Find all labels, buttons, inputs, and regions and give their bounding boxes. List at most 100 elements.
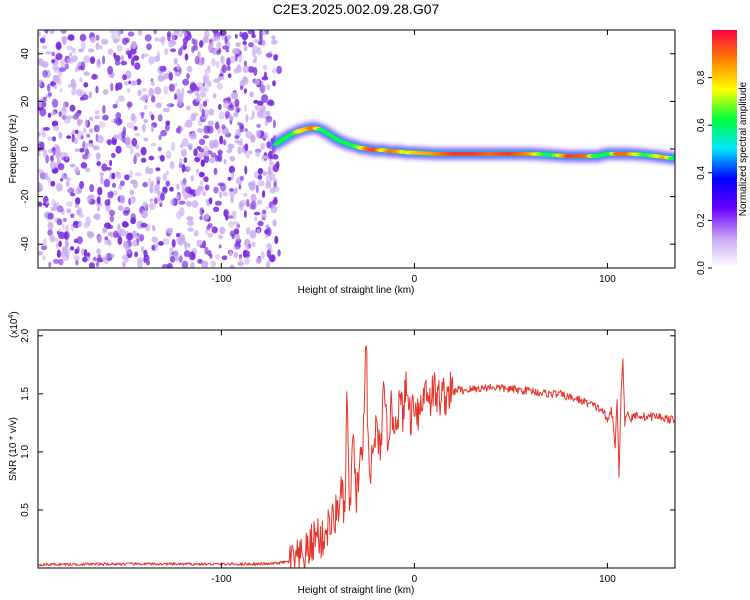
noise-blob (69, 163, 76, 168)
noise-blob (213, 186, 219, 194)
noise-blob (113, 117, 118, 124)
noise-blob (226, 65, 231, 71)
noise-blob (213, 78, 221, 83)
noise-blob (189, 132, 197, 140)
noise-blob (246, 198, 250, 208)
noise-blob (108, 209, 116, 217)
noise-blob (38, 58, 42, 66)
noise-blob (120, 60, 128, 66)
noise-blob (273, 186, 280, 193)
noise-blob (83, 249, 88, 258)
noise-blob (41, 45, 48, 50)
noise-blob (58, 131, 63, 140)
noise-blob (119, 195, 126, 204)
noise-blob (230, 156, 236, 162)
noise-blob (255, 257, 262, 264)
noise-blob (233, 246, 241, 251)
noise-blob (96, 197, 100, 203)
noise-blob (256, 47, 262, 56)
noise-blob (120, 54, 124, 62)
colorbar-tick-label: 0.0 (696, 261, 707, 275)
noise-blob (93, 124, 100, 133)
noise-blob (131, 137, 138, 147)
y-tick-label: -20 (20, 189, 31, 204)
noise-blob (43, 96, 47, 102)
noise-blob (113, 134, 119, 140)
noise-blob (99, 172, 105, 177)
noise-blob (157, 74, 164, 82)
noise-blob (250, 134, 256, 143)
noise-blob (166, 227, 174, 234)
noise-blob (95, 34, 100, 41)
noise-blob (69, 104, 76, 112)
noise-blob (88, 91, 93, 99)
noise-blob (155, 176, 161, 181)
noise-blob (264, 110, 271, 116)
noise-blob (51, 51, 55, 57)
noise-blob (239, 85, 244, 91)
noise-blob (117, 205, 124, 212)
spectrogram-x-axis-label: Height of straight line (km) (298, 285, 415, 296)
noise-blob (143, 249, 148, 258)
noise-blob (207, 43, 213, 52)
noise-blob (63, 117, 71, 124)
noise-blob (228, 250, 233, 257)
noise-blob (244, 104, 248, 113)
noise-blob (277, 249, 281, 257)
noise-blob (200, 159, 205, 167)
noise-blob (107, 224, 114, 229)
noise-blob (142, 94, 150, 99)
noise-blob (216, 41, 222, 49)
noise-blob (257, 174, 263, 180)
noise-blob (109, 159, 113, 167)
noise-blob (177, 125, 182, 135)
noise-blob (271, 39, 278, 45)
noise-blob (143, 119, 148, 124)
noise-blob (107, 48, 114, 55)
noise-blob (89, 184, 95, 193)
noise-blob (227, 104, 235, 111)
noise-blob (257, 220, 264, 227)
noise-blob (163, 85, 169, 95)
noise-blob (243, 60, 247, 67)
noise-blob (199, 215, 203, 220)
noise-blob (79, 33, 87, 42)
noise-blob (53, 125, 60, 132)
noise-blob (151, 95, 156, 103)
noise-blob (111, 182, 117, 188)
noise-blob (71, 82, 77, 89)
noise-blob (144, 34, 152, 42)
noise-blob (62, 245, 68, 255)
noise-blob (141, 87, 147, 92)
noise-blob (57, 77, 62, 86)
noise-blob (55, 201, 60, 208)
noise-blob (134, 132, 140, 137)
noise-blob (41, 61, 49, 68)
colorbar-gradient (712, 30, 737, 268)
noise-blob (241, 31, 249, 41)
noise-blob (162, 238, 170, 245)
noise-blob (58, 258, 64, 266)
noise-blob (164, 124, 170, 132)
noise-blob (39, 107, 47, 117)
colorbar-ticks: 0.0 0.2 0.4 0.6 0.8 (696, 70, 712, 275)
noise-blob (218, 103, 222, 111)
noise-blob (204, 184, 210, 191)
noise-blob (117, 95, 125, 102)
noise-blob (150, 114, 155, 121)
noise-blob (198, 171, 205, 178)
noise-blob (274, 235, 279, 245)
noise-blob (186, 65, 193, 73)
noise-blob (174, 82, 178, 88)
noise-blob (260, 251, 265, 260)
noise-blob (110, 82, 114, 92)
noise-blob (110, 33, 117, 40)
noise-blob (160, 129, 168, 137)
noise-blob (154, 184, 160, 191)
noise-blob (210, 152, 217, 158)
noise-blob (74, 66, 78, 73)
noise-blob (243, 88, 247, 94)
noise-blob (38, 183, 43, 192)
noise-blob (140, 222, 148, 228)
noise-blob (47, 112, 52, 118)
